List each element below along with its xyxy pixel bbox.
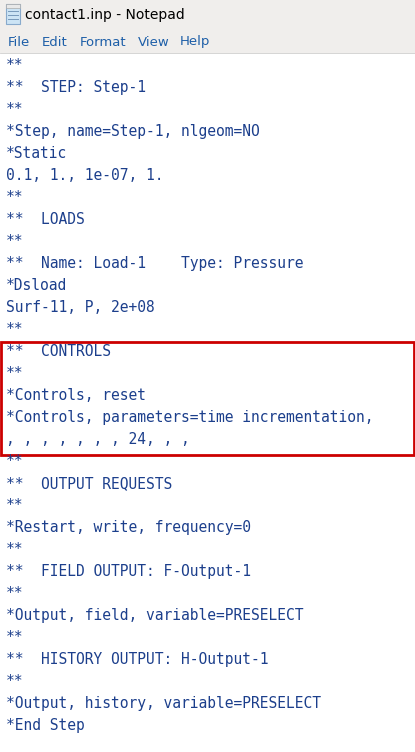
Text: *Controls, parameters=time incrementation,: *Controls, parameters=time incrementatio… [6, 410, 374, 425]
Text: **: ** [6, 630, 24, 645]
Text: 0.1, 1., 1e-07, 1.: 0.1, 1., 1e-07, 1. [6, 168, 164, 183]
Text: File: File [8, 35, 30, 48]
Bar [0, 0, 415, 30]
Text: **  CONTROLS: ** CONTROLS [6, 344, 111, 359]
Text: *Restart, write, frequency=0: *Restart, write, frequency=0 [6, 520, 251, 535]
Text: Help: Help [180, 35, 210, 48]
Text: **: ** [6, 498, 24, 513]
Bar [6, 4, 20, 24]
Text: contact1.inp - Notepad: contact1.inp - Notepad [25, 8, 185, 22]
Text: **: ** [6, 674, 24, 689]
Bar [6, 4, 20, 8]
Text: , , , , , , , 24, , ,: , , , , , , , 24, , , [6, 432, 190, 447]
Text: **  FIELD OUTPUT: F-Output-1: ** FIELD OUTPUT: F-Output-1 [6, 564, 251, 579]
Text: View: View [138, 35, 170, 48]
Text: **: ** [6, 190, 24, 205]
Text: **  STEP: Step-1: ** STEP: Step-1 [6, 80, 146, 95]
Text: *Dsload: *Dsload [6, 278, 67, 293]
Text: **: ** [6, 542, 24, 557]
Text: **: ** [6, 322, 24, 337]
Text: **: ** [6, 234, 24, 249]
Text: **: ** [6, 586, 24, 601]
Text: **  OUTPUT REQUESTS: ** OUTPUT REQUESTS [6, 476, 172, 491]
Text: Format: Format [80, 35, 127, 48]
Text: Edit: Edit [42, 35, 68, 48]
Bar [0, 30, 415, 54]
Bar [1, 342, 414, 455]
Text: **  Name: Load-1    Type: Pressure: ** Name: Load-1 Type: Pressure [6, 256, 303, 271]
Text: Surf-11, P, 2e+08: Surf-11, P, 2e+08 [6, 300, 155, 315]
Text: *End Step: *End Step [6, 718, 85, 733]
Text: **: ** [6, 454, 24, 469]
Text: *Static: *Static [6, 146, 67, 161]
Text: **: ** [6, 102, 24, 117]
Text: **  HISTORY OUTPUT: H-Output-1: ** HISTORY OUTPUT: H-Output-1 [6, 652, 269, 667]
Text: **  LOADS: ** LOADS [6, 212, 85, 227]
Text: **: ** [6, 58, 24, 73]
Text: **: ** [6, 366, 24, 381]
Text: *Output, history, variable=PRESELECT: *Output, history, variable=PRESELECT [6, 696, 321, 711]
Text: *Controls, reset: *Controls, reset [6, 388, 146, 403]
Text: *Step, name=Step-1, nlgeom=NO: *Step, name=Step-1, nlgeom=NO [6, 124, 260, 139]
Text: *Output, field, variable=PRESELECT: *Output, field, variable=PRESELECT [6, 608, 303, 623]
